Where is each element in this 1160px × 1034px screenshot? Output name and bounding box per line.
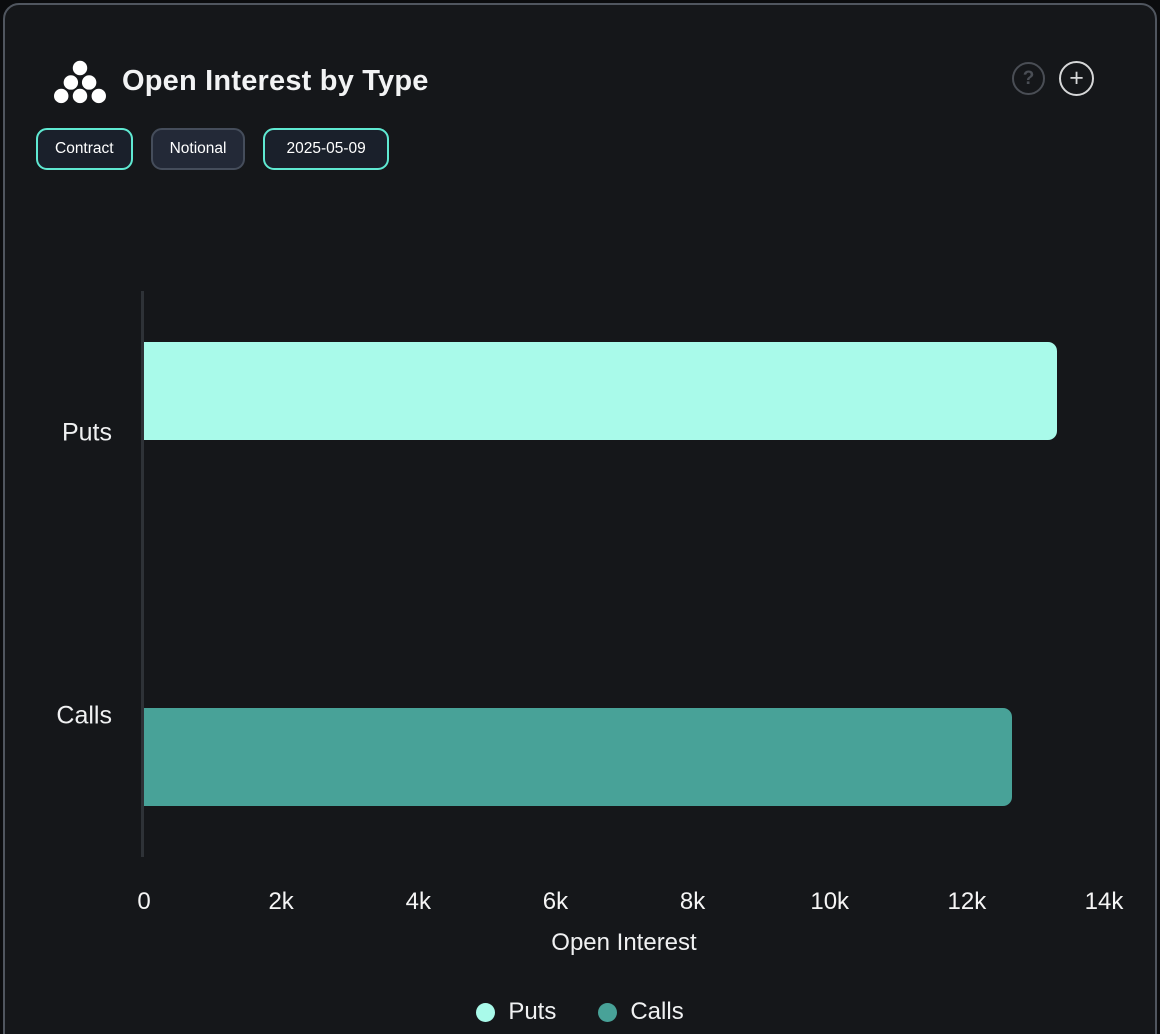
x-axis-tick: 10k — [810, 888, 850, 915]
legend-item-calls[interactable]: Calls — [598, 998, 684, 1026]
x-axis-title: Open Interest — [551, 929, 697, 956]
header-actions: ? + — [1012, 61, 1094, 96]
legend: Puts Calls — [0, 998, 1160, 1026]
y-axis-labels: Puts Calls — [0, 291, 112, 857]
toolbar: Contract Notional 2025-05-09 — [36, 128, 389, 170]
notional-toggle-button[interactable]: Notional — [150, 128, 246, 170]
x-axis-tick: 6k — [542, 888, 569, 915]
x-axis-tick: 0 — [137, 888, 151, 915]
date-select-button[interactable]: 2025-05-09 — [263, 128, 389, 170]
y-axis-line — [141, 291, 144, 857]
add-icon[interactable]: + — [1059, 61, 1094, 96]
panel-card — [3, 3, 1157, 1034]
cluster-dots-icon — [54, 60, 106, 103]
legend-label: Puts — [508, 998, 557, 1025]
contract-toggle-button[interactable]: Contract — [36, 128, 133, 170]
legend-item-puts[interactable]: Puts — [476, 998, 556, 1026]
add-glyph: + — [1069, 64, 1084, 92]
bar-puts[interactable] — [144, 342, 1057, 440]
x-axis-tick: 2k — [268, 888, 294, 915]
x-axis-tick: 14k — [1084, 888, 1124, 915]
x-axis-tick: 4k — [405, 888, 431, 915]
x-axis-ticks: 0 2k 4k 6k 8k 10k 12k 14k — [137, 888, 1123, 918]
legend-dot — [598, 1002, 618, 1022]
y-axis-label: Puts — [61, 418, 112, 446]
plot-area — [144, 291, 1104, 857]
legend-label: Calls — [630, 998, 684, 1025]
x-axis-tick: 12k — [947, 888, 987, 915]
y-axis-label: Calls — [56, 701, 112, 729]
x-axis-tick: 8k — [679, 888, 706, 915]
legend-dot — [476, 1002, 496, 1022]
help-icon[interactable]: ? — [1012, 62, 1045, 95]
bar-calls[interactable] — [144, 708, 1012, 806]
header: Open Interest by Type — [54, 55, 429, 107]
help-glyph: ? — [1022, 67, 1035, 89]
page-title: Open Interest by Type — [122, 64, 429, 97]
